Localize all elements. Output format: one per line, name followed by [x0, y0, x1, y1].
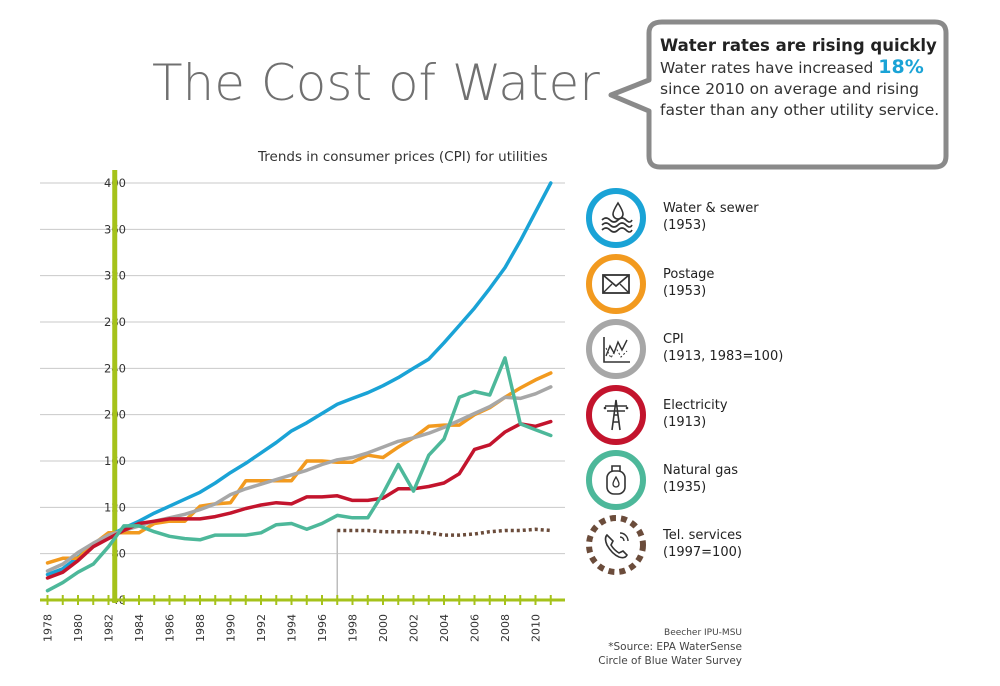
envelope-icon [586, 254, 646, 314]
legend-note: (1935) [663, 480, 707, 495]
callout-highlight: 18% [878, 56, 924, 78]
x-tick-label: 1986 [164, 614, 177, 642]
legend-note: (1913, 1983=100) [663, 349, 784, 364]
x-tick-label: 1988 [194, 614, 207, 642]
gas-tank-icon [586, 450, 646, 510]
page-title: The Cost of Water [152, 54, 600, 112]
legend-water-sewer: Water & sewer (1953) [585, 187, 785, 248]
power-tower-icon [586, 385, 646, 445]
legend-label: CPI [663, 332, 684, 347]
series-line-water-sewer [45, 181, 553, 577]
legend-note: (1913) [663, 415, 707, 430]
callout-heading: Water rates are rising quickly [660, 36, 937, 55]
x-tick-label: 2008 [499, 614, 512, 642]
callout-line-3: faster than any other utility service. [660, 101, 940, 119]
callout-text: Water rates have increased [660, 59, 879, 77]
x-tick-label: 1984 [133, 614, 146, 642]
source-epa: *Source: EPA WaterSense [608, 641, 742, 653]
x-tick-label: 1980 [72, 614, 85, 642]
legend-label: Natural gas [663, 463, 739, 478]
chart-subtitle: Trends in consumer prices (CPI) for util… [258, 149, 548, 165]
x-tick-label: 1978 [42, 614, 55, 642]
legend-natural-gas: Natural gas (1935) [585, 449, 785, 510]
x-tick-label: 2000 [377, 614, 390, 642]
phone-icon [586, 515, 646, 575]
callout-line-1: Water rates have increased 18% [660, 57, 950, 79]
legend-note: (1953) [663, 218, 707, 233]
x-tick-label: 2004 [438, 614, 451, 642]
x-tick-label: 1998 [347, 614, 360, 642]
x-tick-label: 2010 [530, 614, 543, 642]
x-tick-label: 1992 [255, 614, 268, 642]
x-tick-label: 2002 [408, 614, 421, 642]
legend-postage: Postage (1953) [585, 253, 785, 314]
legend-label: Electricity [663, 398, 728, 413]
x-tick-label: 1990 [225, 614, 238, 642]
callout: Water rates are rising quickly Water rat… [660, 36, 950, 121]
legend-cpi: CPI (1913, 1983=100) [585, 318, 785, 379]
x-tick-label: 2006 [469, 614, 482, 642]
line-chart: 4080120160200240280320360400197819801982… [40, 170, 565, 642]
legend-label: Water & sewer [663, 201, 759, 216]
callout-body: Water rates have increased 18% since 201… [660, 57, 950, 121]
callout-line-2: since 2010 on average and rising [660, 80, 919, 98]
legend-label: Tel. services [663, 528, 742, 543]
x-tick-label: 1994 [286, 614, 299, 642]
legend-label: Postage [663, 267, 715, 282]
x-tick-label: 1996 [316, 614, 329, 642]
chart-icon [586, 319, 646, 379]
source-credit: Beecher IPU-MSU [664, 628, 742, 638]
legend-tel-services: Tel. services (1997=100) [585, 514, 785, 575]
source-circle-of-blue: Circle of Blue Water Survey [598, 655, 742, 667]
legend-note: (1997=100) [663, 545, 742, 560]
series-line-natural-gas [45, 356, 553, 593]
x-tick-label: 1982 [103, 614, 116, 642]
water-waves-icon [586, 188, 646, 248]
legend-note: (1953) [663, 284, 707, 299]
series-line-tel-services [337, 527, 551, 537]
legend-electricity: Electricity (1913) [585, 384, 785, 445]
